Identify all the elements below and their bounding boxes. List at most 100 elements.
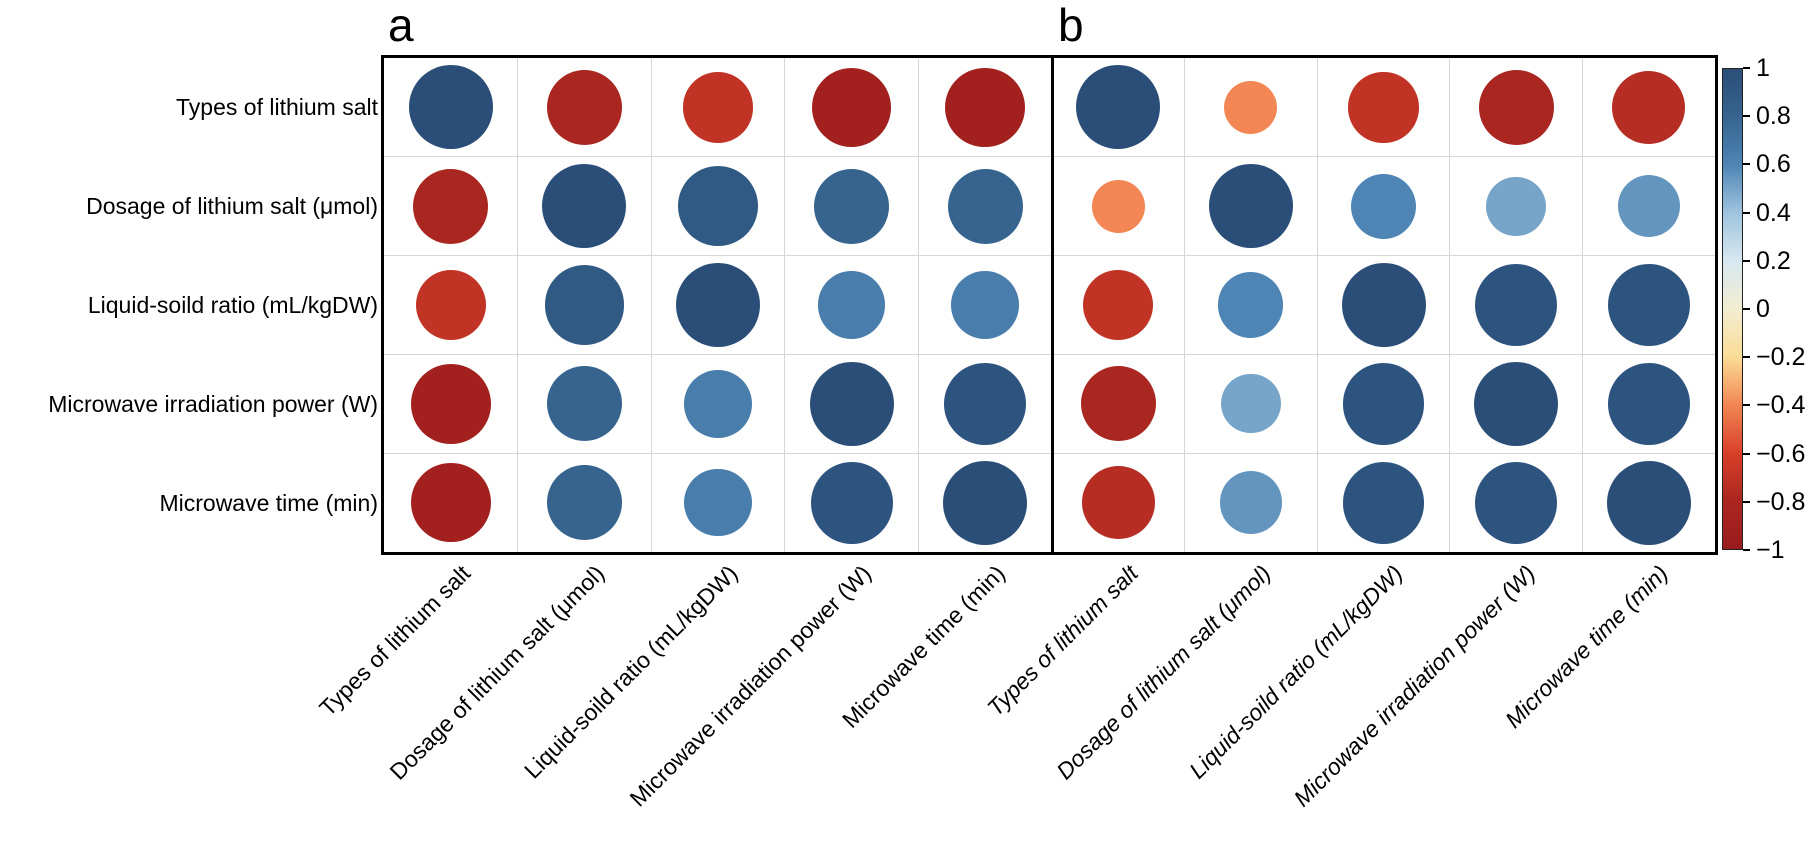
- panel-divider: [1050, 58, 1054, 552]
- row-label-2: Dosage of lithium salt (μmol): [86, 193, 378, 220]
- colorbar-tick: [1743, 259, 1750, 262]
- corr-circle-a-r5c5: [943, 460, 1028, 545]
- col-label-a-1: Types of lithium salt: [313, 560, 476, 722]
- corr-circle-b-r5c2: [1219, 471, 1283, 534]
- colorbar-tick-label: −0.8: [1756, 487, 1806, 516]
- gridline-horizontal: [384, 353, 1715, 355]
- corr-circle-a-r4c5: [944, 362, 1027, 445]
- gridline-vertical: [1184, 58, 1186, 552]
- col-label-a-4: Microwave irradiation power (W): [624, 560, 876, 812]
- gridline-vertical: [1316, 58, 1318, 552]
- colorbar-tick-label: 0: [1756, 295, 1770, 323]
- corr-circle-b-r2c5: [1617, 175, 1680, 238]
- corr-circle-b-r3c1: [1083, 269, 1154, 341]
- corr-circle-a-r3c5: [951, 271, 1020, 339]
- colorbar-tick-label: −0.6: [1756, 439, 1806, 468]
- colorbar-tick: [1743, 549, 1750, 551]
- col-label-a-2: Dosage of lithium salt (μmol): [383, 560, 609, 785]
- corr-circle-b-r1c2: [1224, 80, 1278, 134]
- corr-circle-b-r4c1: [1080, 366, 1156, 442]
- gridline-horizontal: [384, 156, 1715, 158]
- correlation-plot-area: [381, 55, 1718, 555]
- corr-circle-a-r1c4: [811, 67, 892, 148]
- corr-circle-a-r2c4: [814, 168, 890, 244]
- corr-circle-a-r4c3: [684, 369, 752, 438]
- corr-circle-b-r5c4: [1475, 461, 1558, 544]
- corr-circle-b-r5c3: [1342, 461, 1425, 544]
- corr-circle-a-r4c2: [546, 366, 622, 442]
- colorbar-tick-label: −0.4: [1756, 391, 1806, 420]
- corr-circle-a-r2c5: [947, 168, 1023, 244]
- colorbar-tick: [1743, 308, 1750, 310]
- corr-circle-a-r4c1: [410, 363, 491, 444]
- colorbar-tick: [1743, 211, 1750, 214]
- corr-circle-b-r4c4: [1474, 361, 1559, 446]
- colorbar-tick: [1743, 500, 1750, 503]
- gridline-vertical: [917, 58, 919, 552]
- corr-circle-a-r5c3: [684, 468, 752, 537]
- corr-circle-a-r2c1: [413, 168, 489, 244]
- colorbar-tick: [1743, 452, 1750, 455]
- panel-a-letter: a: [388, 0, 414, 51]
- panel-b-letter: b: [1058, 0, 1084, 51]
- colorbar-gradient: [1722, 68, 1743, 550]
- gridline-vertical: [517, 58, 519, 552]
- row-label-5: Microwave time (min): [159, 489, 378, 516]
- gridline-vertical: [1449, 58, 1451, 552]
- gridline-vertical: [784, 58, 786, 552]
- corr-circle-b-r3c2: [1218, 272, 1284, 338]
- row-label-3: Liquid-soild ratio (mL/kgDW): [87, 292, 378, 318]
- corr-circle-a-r1c1: [408, 65, 493, 150]
- colorbar-tick-label: 0.8: [1756, 102, 1791, 131]
- corr-circle-b-r5c5: [1606, 460, 1691, 545]
- colorbar-tick-label: −1: [1756, 536, 1785, 564]
- colorbar-tick-label: 0.2: [1756, 246, 1791, 275]
- corr-circle-a-r1c5: [945, 67, 1026, 148]
- colorbar-tick-label: 0.4: [1756, 198, 1791, 227]
- corr-circle-b-r1c1: [1076, 65, 1161, 150]
- corr-circle-a-r3c2: [544, 265, 625, 345]
- corr-circle-b-r1c4: [1478, 69, 1554, 145]
- corr-circle-a-r1c3: [682, 72, 754, 143]
- col-label-b-2: Dosage of lithium salt (μmol): [1050, 560, 1276, 785]
- gridline-horizontal: [384, 255, 1715, 257]
- colorbar-tick-label: 1: [1756, 54, 1770, 82]
- colorbar-tick-label: −0.2: [1756, 343, 1806, 372]
- corr-circle-a-r5c1: [410, 462, 491, 543]
- corr-circle-b-r3c3: [1341, 263, 1426, 347]
- colorbar-tick-label: 0.6: [1756, 150, 1791, 179]
- corr-circle-a-r3c3: [676, 263, 760, 347]
- corr-circle-b-r1c3: [1348, 72, 1419, 143]
- corr-circle-b-r3c5: [1607, 264, 1690, 346]
- corr-circle-b-r2c4: [1486, 176, 1546, 236]
- gridline-vertical: [1581, 58, 1583, 552]
- corr-circle-a-r2c3: [678, 166, 758, 247]
- corr-circle-b-r5c1: [1081, 466, 1155, 539]
- corr-circle-a-r3c1: [415, 269, 486, 341]
- corr-circle-a-r1c2: [546, 69, 622, 145]
- corr-circle-a-r2c2: [542, 164, 627, 249]
- col-label-b-4: Microwave irradiation power (W): [1288, 560, 1541, 812]
- corr-circle-b-r4c5: [1607, 362, 1690, 445]
- col-label-b-3: Liquid-soild ratio (mL/kgDW): [1184, 560, 1408, 784]
- corr-circle-b-r2c1: [1091, 179, 1145, 233]
- corr-circle-b-r1c5: [1612, 71, 1686, 144]
- corr-circle-a-r5c2: [546, 465, 622, 541]
- corr-circle-b-r3c4: [1475, 264, 1558, 346]
- row-label-1: Types of lithium salt: [176, 94, 378, 121]
- colorbar-tick: [1743, 115, 1750, 118]
- corr-circle-a-r4c4: [809, 361, 894, 446]
- colorbar-tick: [1743, 67, 1750, 69]
- colorbar-tick: [1743, 404, 1750, 407]
- gridline-horizontal: [384, 452, 1715, 454]
- col-label-a-3: Liquid-soild ratio (mL/kgDW): [518, 560, 743, 784]
- corr-circle-a-r5c4: [810, 461, 893, 544]
- corr-circle-a-r3c4: [817, 271, 886, 339]
- row-label-4: Microwave irradiation power (W): [48, 390, 378, 417]
- corr-circle-b-r2c2: [1208, 164, 1293, 249]
- colorbar-tick: [1743, 356, 1750, 359]
- gridline-vertical: [650, 58, 652, 552]
- corr-circle-b-r2c3: [1350, 173, 1417, 239]
- corr-circle-b-r4c2: [1221, 374, 1281, 434]
- colorbar-tick: [1743, 163, 1750, 166]
